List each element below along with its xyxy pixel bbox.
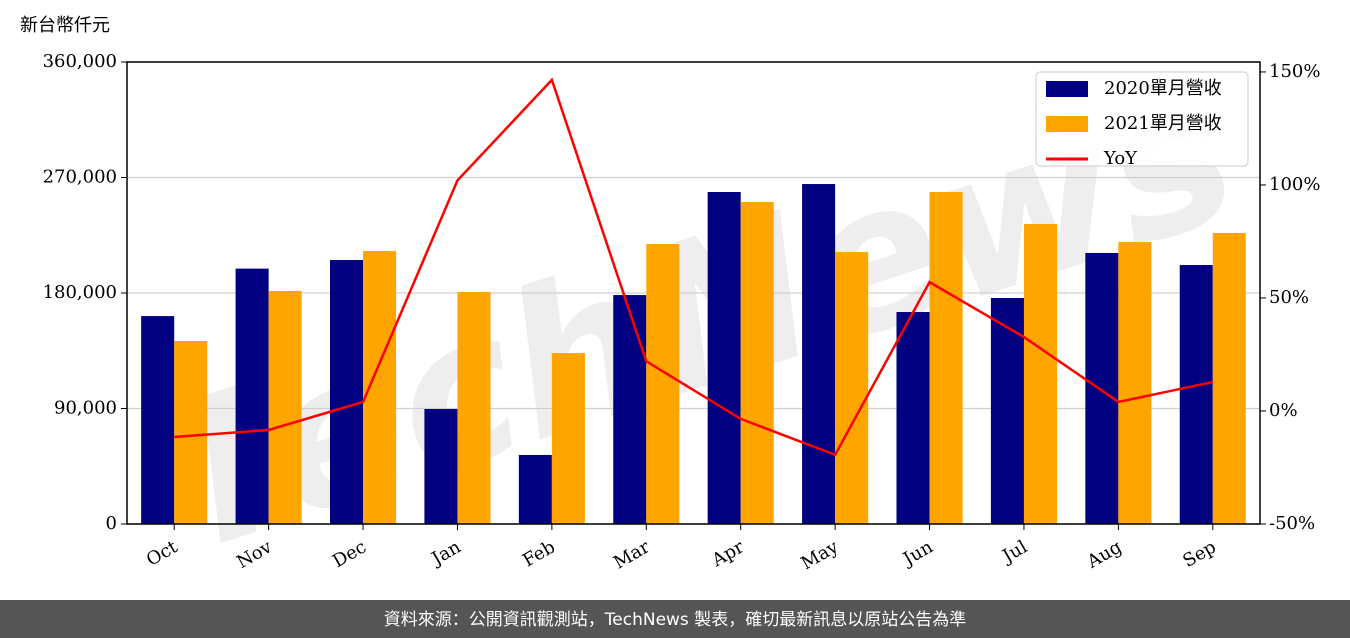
bar xyxy=(329,260,364,524)
legend-swatch xyxy=(1046,116,1088,132)
bar xyxy=(457,291,491,524)
bar xyxy=(424,409,458,524)
bar xyxy=(268,290,302,524)
legend-box xyxy=(1035,71,1249,167)
y-tick-label: 0 xyxy=(106,513,117,534)
legend-label: YoY xyxy=(1103,148,1138,169)
x-tick-label: Sep xyxy=(1179,536,1219,571)
bar xyxy=(613,295,647,524)
y2-tick-label: 0% xyxy=(1269,400,1298,421)
bar xyxy=(1212,232,1246,524)
legend-swatch xyxy=(1046,81,1088,97)
bar xyxy=(835,252,869,525)
x-tick-label: Mar xyxy=(610,536,654,573)
x-tick-label: Aug xyxy=(1083,536,1126,573)
legend-label: 2020單月營收 xyxy=(1104,78,1222,99)
x-tick-label: Jan xyxy=(427,536,465,570)
bar xyxy=(174,340,208,524)
bar xyxy=(141,316,175,524)
x-tick-label: Jun xyxy=(898,536,937,571)
footer: 資料來源：公開資訊觀測站，TechNews 製表，確切最新訊息以原站公告為準 xyxy=(384,610,966,630)
footer-bar xyxy=(0,600,1350,638)
bar xyxy=(1118,242,1152,524)
y-tick-label: 180,000 xyxy=(43,282,117,303)
x-tick-label: Apr xyxy=(708,536,748,571)
y-axis-label: 新台幣仟元 xyxy=(20,15,110,36)
y2-tick-label: 50% xyxy=(1269,287,1309,308)
legend-label: 2021單月營收 xyxy=(1104,113,1222,134)
bar xyxy=(646,243,680,524)
bar xyxy=(990,298,1024,524)
bar xyxy=(929,192,963,525)
bar xyxy=(1179,265,1213,524)
bar xyxy=(235,268,269,524)
plot-frame xyxy=(126,61,1261,525)
y2-tick-label: 100% xyxy=(1269,174,1320,195)
bar xyxy=(802,184,836,525)
line xyxy=(174,77,1214,457)
x-tick-label: May xyxy=(798,536,843,574)
y2-tick-label: -50% xyxy=(1269,513,1315,534)
y-tick-label: 270,000 xyxy=(43,167,117,188)
x-tick-label: Jul xyxy=(997,536,1031,568)
bar xyxy=(1023,223,1058,524)
x-tick-label: Feb xyxy=(519,536,559,571)
x-tick-label: Oct xyxy=(143,536,182,571)
bar xyxy=(707,192,741,525)
y-tick-label: 360,000 xyxy=(43,51,117,72)
bar xyxy=(551,353,585,524)
y-tick-label: 90,000 xyxy=(54,398,117,419)
bar xyxy=(1085,252,1119,524)
y2-tick-label: 150% xyxy=(1269,61,1320,82)
bar xyxy=(518,454,552,524)
bar xyxy=(896,311,930,524)
bar xyxy=(740,202,774,525)
